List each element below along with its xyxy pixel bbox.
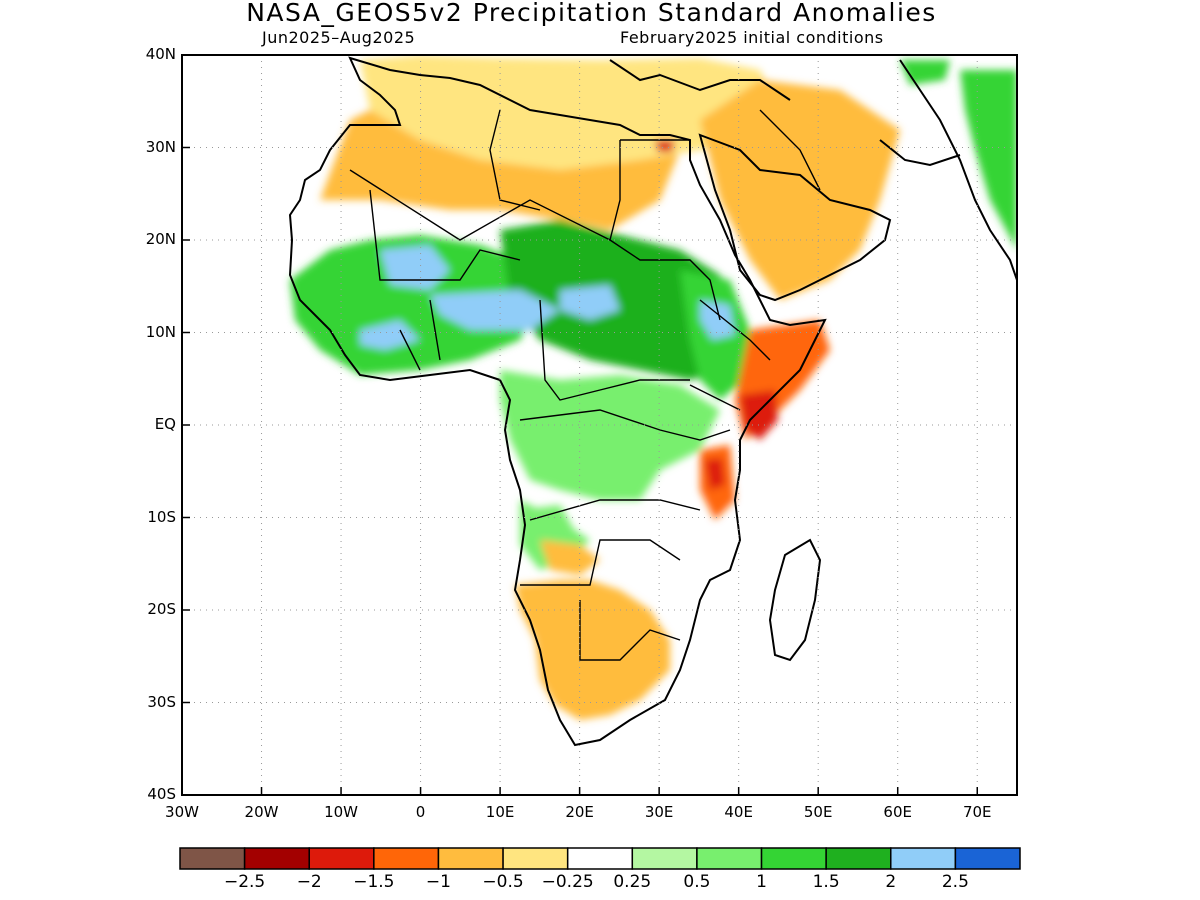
- arabia-dry: [700, 80, 900, 300]
- colorbar-swatch: [566, 847, 634, 870]
- x-tick-label: 10W: [324, 803, 358, 821]
- map-layer: [288, 55, 1017, 747]
- y-tick-label: 30S: [147, 692, 176, 711]
- colorbar-label: −0.25: [541, 872, 594, 892]
- sahel-west: [290, 235, 540, 375]
- anomaly-fill-group: [290, 55, 1017, 720]
- valid-period-label: Jun2025–Aug2025: [262, 28, 416, 47]
- x-tick-label: 60E: [883, 803, 912, 821]
- colorbar-swatch: [243, 847, 310, 870]
- colorbar-swatch: [437, 847, 504, 870]
- india-green: [900, 60, 1017, 250]
- colorbar-swatch: [825, 847, 892, 870]
- axis-ticks: [181, 54, 978, 796]
- colorbar-swatch: [760, 847, 827, 870]
- x-tick-label: 20W: [244, 803, 279, 821]
- colorbar-label: −1.5: [353, 872, 395, 892]
- y-tick-label: 40S: [147, 785, 176, 803]
- coastline: [288, 56, 1017, 747]
- country-borders: [349, 109, 821, 661]
- colorbar-label: 0.5: [683, 872, 711, 892]
- colorbar-swatch: [890, 847, 957, 870]
- colorbar-swatch: [502, 847, 569, 870]
- colorbar-swatch: [179, 847, 246, 870]
- colorbar-swatch: [373, 847, 440, 870]
- y-tick-label: 40N: [145, 45, 176, 63]
- y-tick-label: 30N: [145, 137, 176, 156]
- colorbar-label: −2.5: [223, 872, 266, 892]
- x-tick-label: 50E: [803, 803, 833, 821]
- x-tick-label: 20E: [565, 803, 594, 821]
- y-tick-label: EQ: [154, 415, 176, 433]
- colorbar-label: −2: [296, 872, 322, 892]
- west-africa-blue: [360, 245, 735, 350]
- y-tick-label: 10N: [145, 322, 176, 341]
- colorbar-label: −1: [425, 872, 451, 892]
- x-tick-label: 0: [415, 803, 426, 821]
- map-title: NASA_GEOS5v2 Precipitation Standard Anom…: [246, 0, 937, 27]
- colorbar-label: 2: [885, 872, 897, 892]
- x-tick-label: 30W: [165, 803, 199, 821]
- kenya-strong-dry: [655, 140, 778, 490]
- initial-conditions-label: February2025 initial conditions: [620, 28, 884, 47]
- colorbar: [179, 847, 1021, 870]
- colorbar-swatch: [954, 847, 1021, 870]
- colorbar-swatch: [631, 847, 698, 870]
- y-tick-label: 10S: [147, 507, 176, 526]
- y-tick-label: 20S: [147, 600, 176, 618]
- colorbar-swatch: [696, 847, 763, 870]
- x-tick-label: 40E: [724, 803, 753, 821]
- x-tick-label: 10E: [485, 803, 515, 821]
- colorbar-swatch: [308, 847, 375, 870]
- colorbar-label: 2.5: [941, 872, 969, 892]
- colorbar-label: 1.5: [812, 872, 840, 892]
- colorbar-label: 1: [756, 872, 767, 892]
- colorbar-label: −0.5: [482, 872, 524, 892]
- x-tick-label: 30E: [644, 803, 674, 821]
- x-tick-label: 70E: [962, 803, 992, 821]
- y-tick-label: 20N: [145, 230, 176, 248]
- sahara-dry: [360, 55, 780, 170]
- colorbar-label: 0.25: [613, 872, 652, 892]
